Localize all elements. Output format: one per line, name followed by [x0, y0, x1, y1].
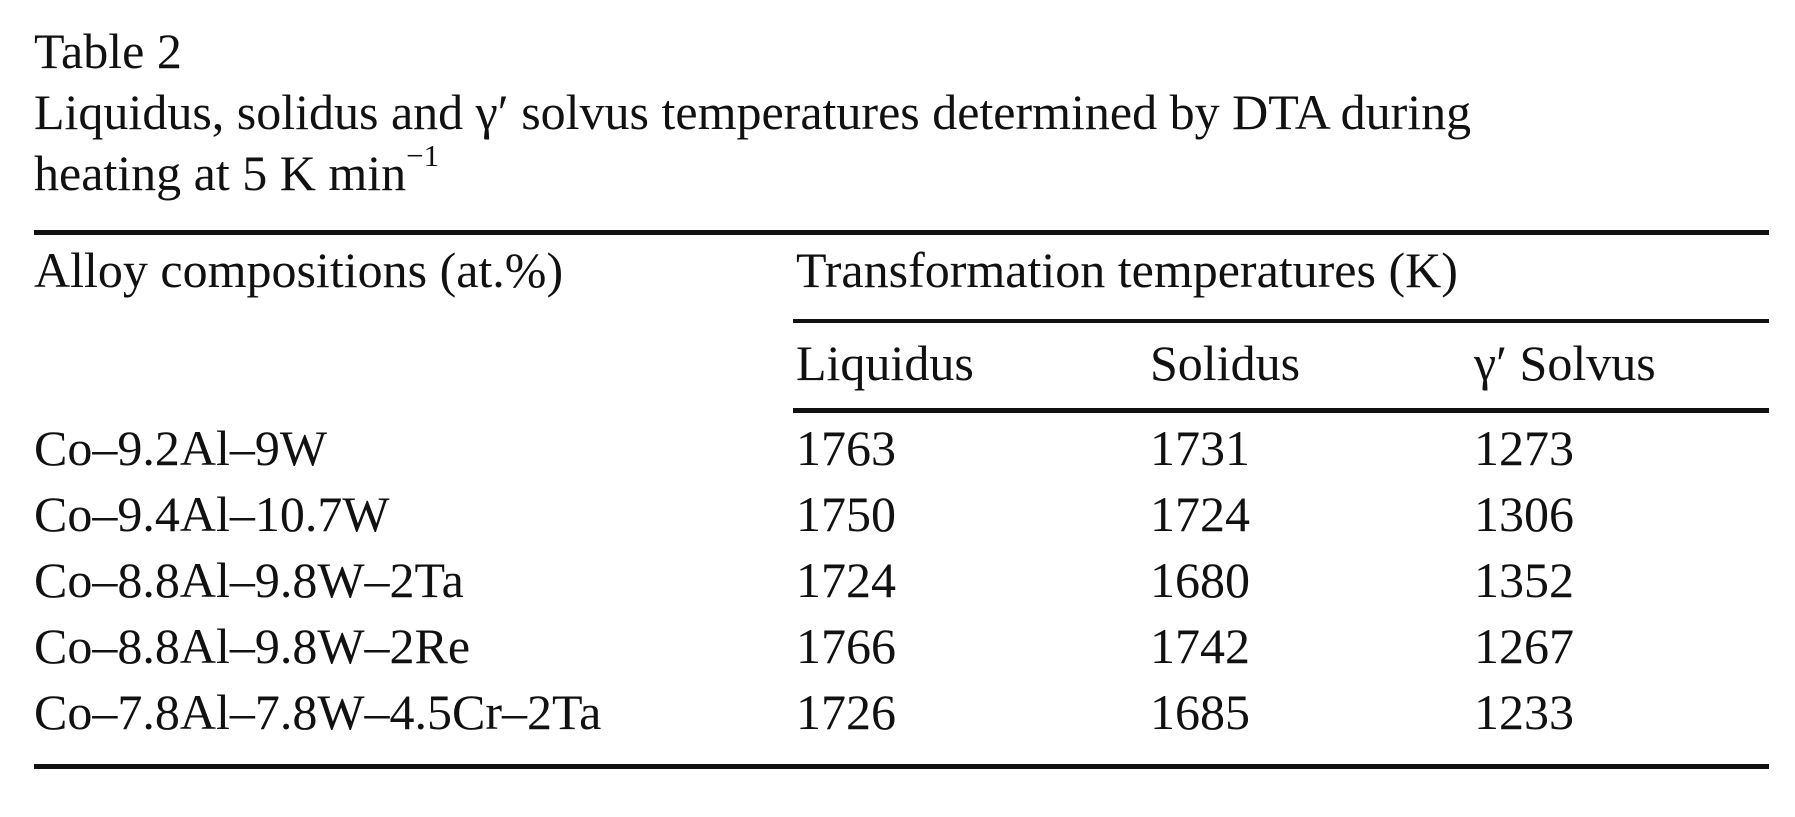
cell-solidus: 1680	[1150, 552, 1250, 608]
header-solidus: Solidus	[1150, 335, 1301, 391]
caption-text: heating at 5 K min	[34, 145, 407, 201]
cell-solidus: 1685	[1150, 684, 1250, 740]
header-transformation-temperatures: Transformation temperatures (K)	[796, 242, 1458, 298]
cell-solvus: 1233	[1474, 684, 1574, 740]
cell-liquidus: 1750	[796, 486, 896, 542]
header-spanner-rule	[793, 319, 1769, 323]
cell-alloy: Co–9.2Al–9W	[34, 420, 328, 476]
table-top-rule	[34, 230, 1769, 235]
cell-liquidus: 1766	[796, 618, 896, 674]
header-alloy-compositions: Alloy compositions (at.%)	[34, 242, 564, 298]
cell-solidus: 1724	[1150, 486, 1250, 542]
table-label: Table 2	[34, 23, 182, 79]
cell-liquidus: 1724	[796, 552, 896, 608]
table-caption-line-2: heating at 5 K min−1	[34, 140, 439, 206]
cell-alloy: Co–8.8Al–9.8W–2Ta	[34, 552, 464, 608]
caption-superscript: −1	[406, 138, 440, 174]
header-bottom-rule	[793, 408, 1769, 413]
cell-solvus: 1352	[1474, 552, 1574, 608]
cell-alloy: Co–8.8Al–9.8W–2Re	[34, 618, 471, 674]
cell-solidus: 1731	[1150, 420, 1250, 476]
cell-liquidus: 1763	[796, 420, 896, 476]
header-liquidus: Liquidus	[796, 335, 974, 391]
cell-solvus: 1267	[1474, 618, 1574, 674]
table-caption-line-1: Liquidus, solidus and γ′ solvus temperat…	[34, 84, 1472, 140]
cell-solvus: 1273	[1474, 420, 1574, 476]
cell-alloy: Co–9.4Al–10.7W	[34, 486, 390, 542]
table-bottom-rule	[34, 764, 1769, 769]
cell-solidus: 1742	[1150, 618, 1250, 674]
header-solvus: γ′ Solvus	[1474, 335, 1656, 391]
cell-alloy: Co–7.8Al–7.8W–4.5Cr–2Ta	[34, 684, 602, 740]
cell-solvus: 1306	[1474, 486, 1574, 542]
cell-liquidus: 1726	[796, 684, 896, 740]
